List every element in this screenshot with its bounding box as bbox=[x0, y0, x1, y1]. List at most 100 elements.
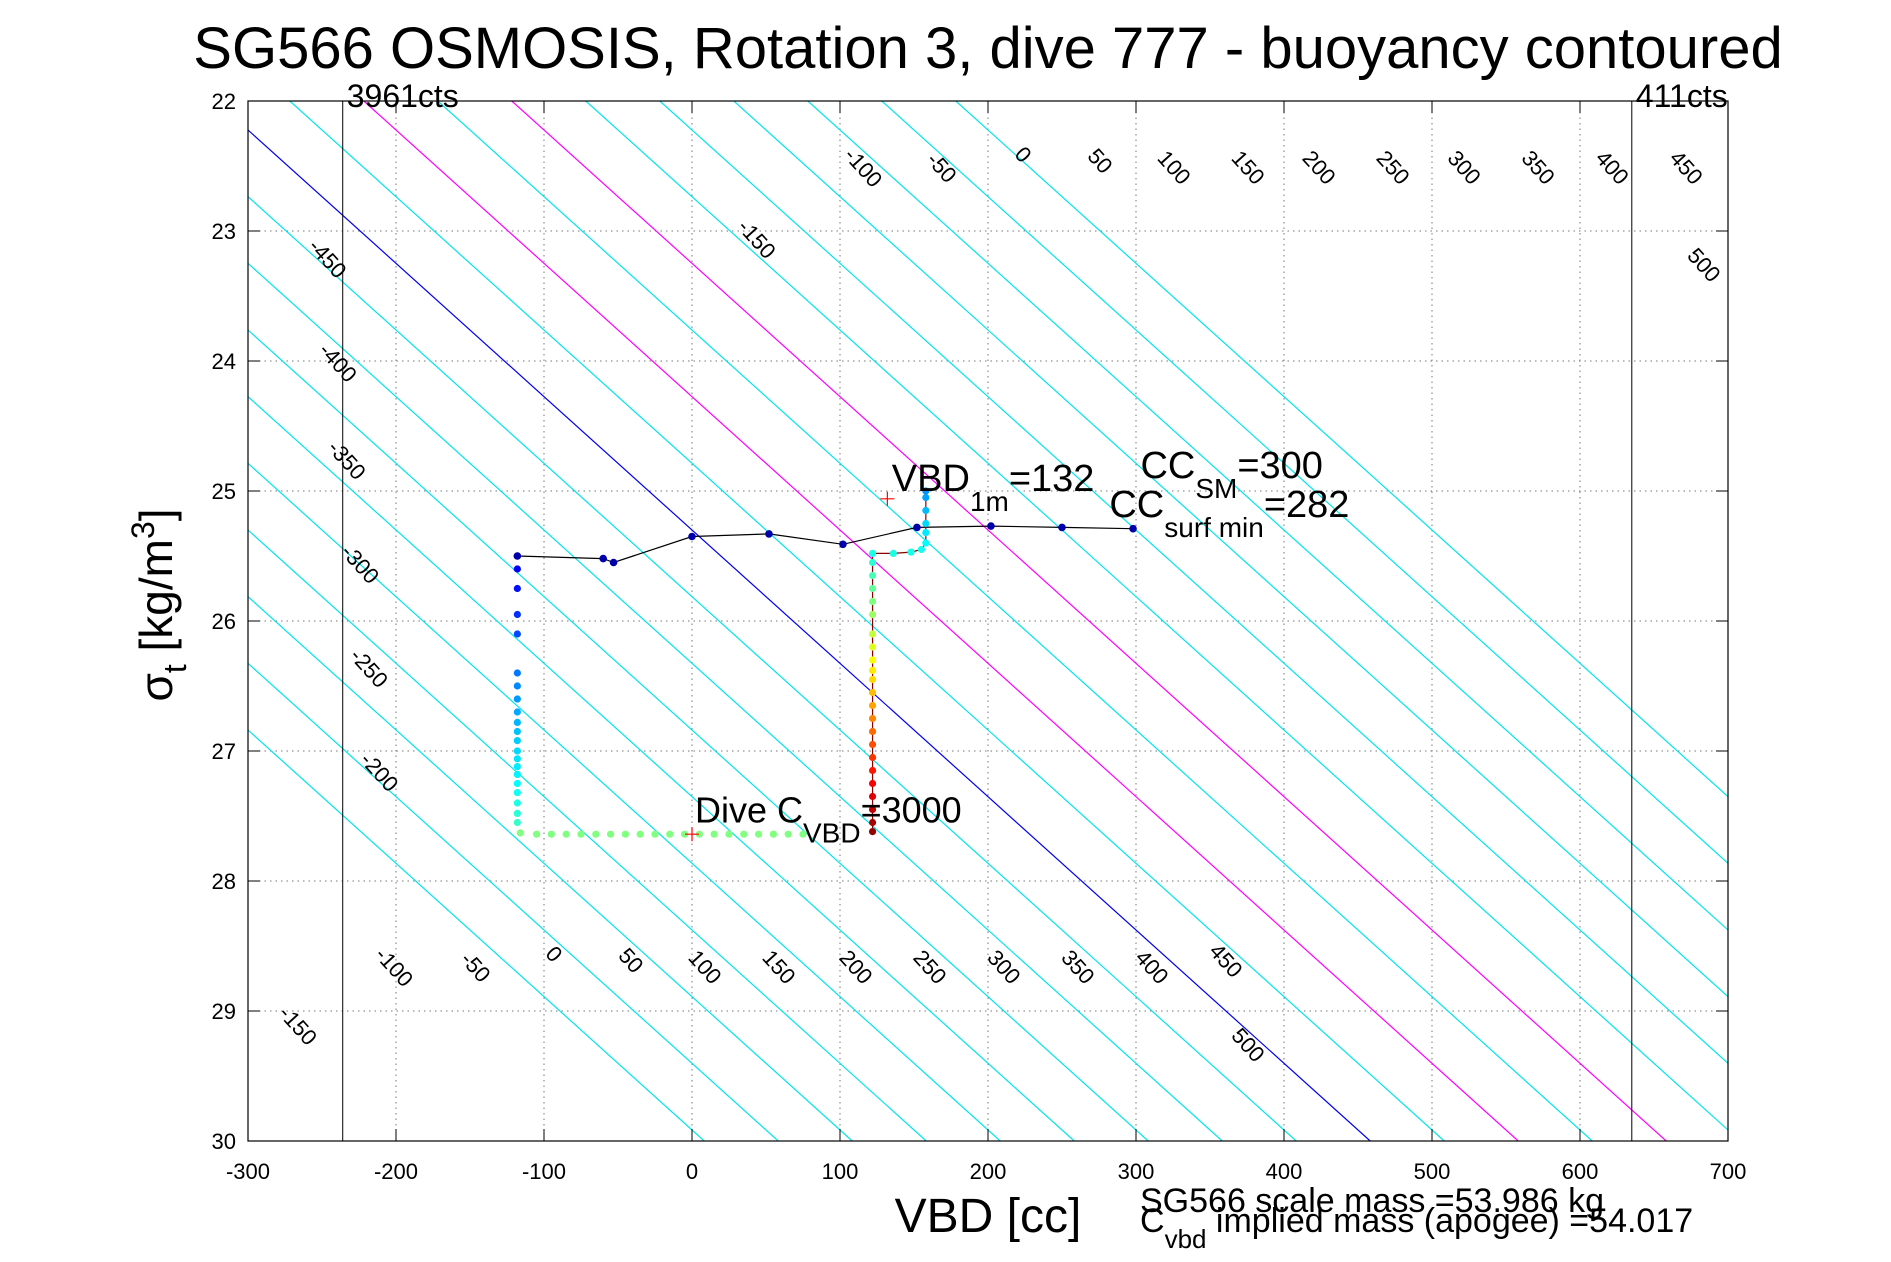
climb-point bbox=[868, 571, 877, 580]
y-tick-label: 30 bbox=[212, 1129, 236, 1154]
contour-line bbox=[248, 329, 1149, 1141]
limit-label: 3961cts bbox=[347, 78, 459, 114]
dive-point bbox=[516, 829, 524, 837]
dive-point bbox=[513, 770, 521, 779]
climb-point bbox=[868, 779, 877, 788]
cc-surf-min-annotation: CCsurf min=282 bbox=[1109, 484, 1349, 543]
dive-point bbox=[513, 610, 521, 619]
climb-point bbox=[922, 493, 930, 502]
dive-point bbox=[592, 830, 600, 838]
dive-point bbox=[513, 799, 521, 807]
climb-point bbox=[868, 714, 877, 723]
y-tick-label: 24 bbox=[212, 349, 236, 374]
surface-point bbox=[599, 554, 607, 563]
dive-point bbox=[513, 669, 521, 677]
climb-point bbox=[868, 558, 877, 567]
surface-point bbox=[1129, 524, 1137, 533]
climb-point bbox=[868, 753, 877, 762]
climb-point bbox=[907, 548, 915, 556]
y-tick-label: 27 bbox=[212, 739, 236, 764]
contour-line bbox=[248, 395, 1075, 1141]
x-tick-label: 600 bbox=[1562, 1159, 1599, 1184]
dive-point bbox=[607, 830, 615, 838]
climb-point bbox=[868, 597, 877, 606]
chart-title: SG566 OSMOSIS, Rotation 3, dive 777 - bu… bbox=[193, 16, 1782, 81]
dive-point bbox=[513, 708, 521, 716]
dive-point bbox=[513, 755, 521, 763]
dive-point bbox=[513, 584, 521, 593]
y-tick-label: 22 bbox=[212, 89, 236, 114]
climb-point bbox=[922, 529, 930, 537]
cc-sm-annotation: CCSM=300 bbox=[1140, 445, 1322, 504]
contour-line bbox=[881, 101, 1728, 865]
x-tick-label: 500 bbox=[1414, 1159, 1451, 1184]
contour-line bbox=[807, 101, 1728, 931]
surface-point bbox=[688, 532, 696, 541]
markers bbox=[685, 491, 895, 842]
dive-point bbox=[513, 737, 521, 745]
dive-point bbox=[513, 695, 521, 703]
climb-point bbox=[868, 688, 877, 697]
surface-point bbox=[765, 530, 773, 538]
contour-line bbox=[248, 129, 1371, 1141]
dive_cvbd-marker bbox=[685, 827, 699, 842]
climb-point bbox=[868, 766, 877, 775]
climb-point bbox=[868, 740, 877, 749]
dive-cvbd-annotation: Dive CVBD=3000 bbox=[695, 790, 962, 849]
surface-point bbox=[1058, 523, 1066, 532]
dive-point bbox=[666, 830, 674, 838]
dive-point bbox=[725, 830, 733, 838]
dive-point bbox=[547, 830, 556, 838]
contour-line bbox=[248, 662, 779, 1141]
dive-point bbox=[513, 630, 521, 638]
dive-point bbox=[636, 830, 644, 838]
dive-point bbox=[533, 830, 541, 838]
dive-point bbox=[621, 830, 630, 838]
dive-point bbox=[513, 763, 521, 771]
y-tick-label: 25 bbox=[212, 479, 236, 504]
x-tick-label: 700 bbox=[1710, 1159, 1747, 1184]
x-tick-label: -100 bbox=[522, 1159, 566, 1184]
climb-point bbox=[889, 549, 897, 558]
dive-point bbox=[513, 682, 521, 690]
x-tick-label: 400 bbox=[1266, 1159, 1303, 1184]
x-tick-label: 300 bbox=[1118, 1159, 1155, 1184]
y-axis-label: σt [kg/m3] bbox=[125, 508, 193, 701]
annotations: VBD1m=132 CCSM=300 CCsurf min=282 Dive C… bbox=[695, 445, 1349, 849]
climb-point bbox=[922, 539, 930, 547]
climb-point bbox=[868, 656, 877, 664]
climb-point bbox=[868, 818, 877, 827]
climb-point bbox=[868, 805, 877, 814]
dive-point bbox=[695, 830, 704, 838]
climb-point bbox=[868, 584, 877, 593]
dive-point bbox=[577, 830, 585, 838]
climb-point bbox=[868, 666, 877, 675]
dive-point bbox=[513, 809, 521, 818]
contour-line bbox=[248, 529, 927, 1141]
contour-line bbox=[248, 262, 1223, 1141]
dive-point bbox=[710, 830, 718, 838]
contour-line bbox=[511, 101, 1667, 1141]
x-tick-label: 200 bbox=[970, 1159, 1007, 1184]
climb-point bbox=[868, 701, 877, 710]
dive-point bbox=[562, 830, 570, 838]
x-tick-label: 100 bbox=[822, 1159, 859, 1184]
surface-point bbox=[987, 522, 995, 530]
climb-point bbox=[868, 828, 877, 836]
dive-point bbox=[513, 727, 521, 736]
y-tick-label: 28 bbox=[212, 869, 236, 894]
dive-point bbox=[513, 818, 521, 827]
dive-point bbox=[513, 789, 521, 797]
climb-point bbox=[868, 610, 877, 619]
dive-point bbox=[740, 830, 748, 838]
dive-point bbox=[799, 830, 807, 838]
surface-point bbox=[513, 552, 522, 560]
dive-point bbox=[769, 830, 778, 838]
contour-line bbox=[733, 101, 1728, 998]
contour-line bbox=[248, 462, 1001, 1141]
buoyancy-contours bbox=[248, 101, 1728, 1141]
climb-point bbox=[868, 549, 877, 558]
dive-point bbox=[513, 718, 521, 727]
y-tick-label: 29 bbox=[212, 999, 236, 1024]
